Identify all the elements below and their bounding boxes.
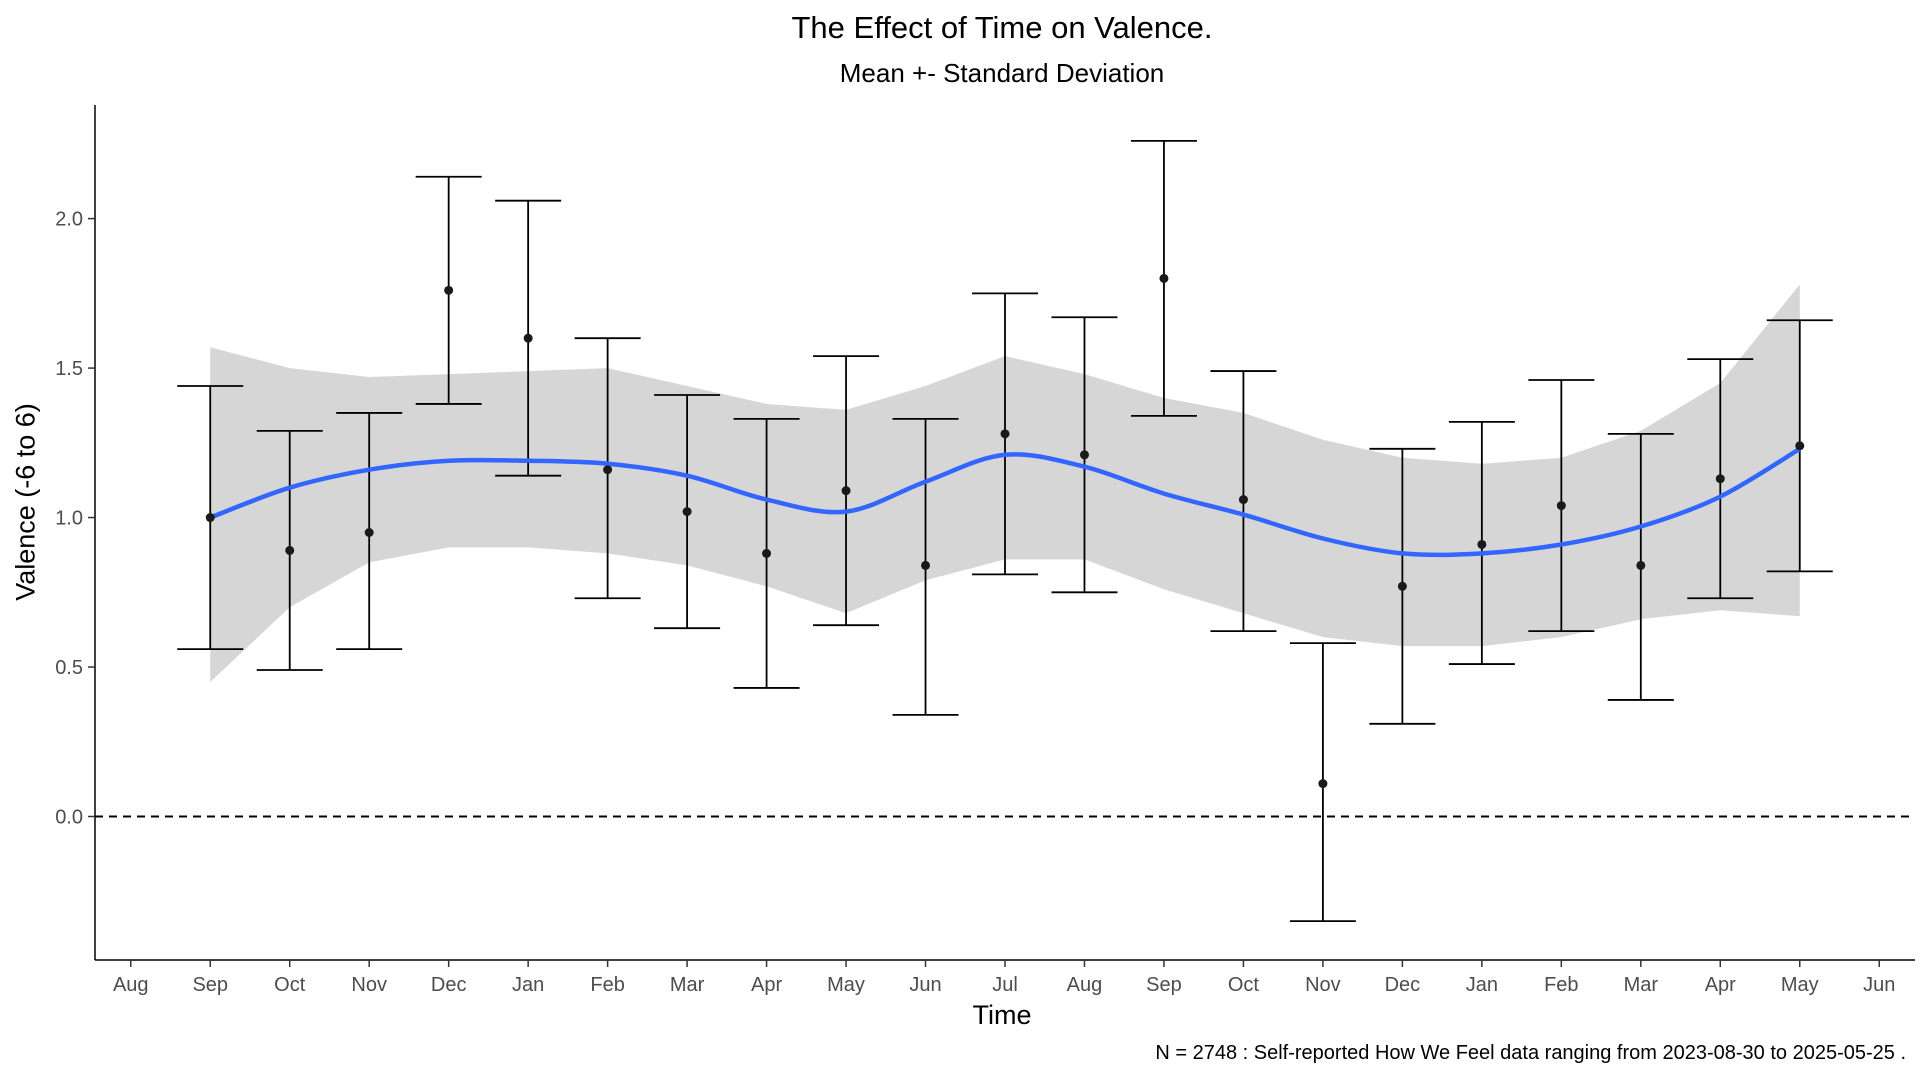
x-tick-label: Feb [1544, 974, 1578, 996]
x-tick-label: Jun [1863, 974, 1895, 996]
x-tick-label: Apr [751, 974, 782, 996]
x-tick-label: Feb [590, 974, 624, 996]
x-tick-label: Jul [992, 974, 1018, 996]
mean-point [603, 465, 613, 475]
mean-point [1795, 441, 1805, 451]
y-tick-label: 0.5 [55, 657, 83, 679]
x-axis-label: Time [972, 1000, 1032, 1030]
x-tick-label: Mar [1624, 974, 1659, 996]
x-tick-label: Aug [1067, 974, 1103, 996]
x-tick-label: Nov [351, 974, 387, 996]
y-tick-label: 1.0 [55, 508, 83, 530]
x-tick-label: Mar [670, 974, 705, 996]
mean-point [1000, 429, 1010, 439]
mean-point [762, 548, 772, 558]
mean-point [523, 333, 533, 343]
chart-caption: N = 2748 : Self-reported How We Feel dat… [1155, 1042, 1906, 1064]
x-tick-label: Sep [1146, 974, 1182, 996]
mean-point [1318, 779, 1328, 789]
mean-point [1159, 273, 1169, 283]
chart-title: The Effect of Time on Valence. [791, 10, 1213, 45]
x-tick-label: Dec [431, 974, 467, 996]
x-tick-label: Oct [1228, 974, 1260, 996]
x-tick-label: Apr [1705, 974, 1736, 996]
mean-point [285, 545, 295, 555]
trend-line [209, 446, 1801, 558]
chart-subtitle: Mean +- Standard Deviation [839, 58, 1165, 88]
x-tick-label: Aug [113, 974, 149, 996]
mean-point [1636, 560, 1646, 570]
x-tick-label: May [827, 974, 865, 996]
mean-point [682, 507, 692, 517]
x-tick-label: Jan [1466, 974, 1498, 996]
y-tick-label: 0.0 [55, 807, 83, 829]
mean-point [1397, 581, 1407, 591]
mean-point [1715, 474, 1725, 484]
y-tick-label: 2.0 [55, 209, 83, 231]
mean-point [1556, 501, 1566, 511]
x-tick-label: Dec [1385, 974, 1421, 996]
mean-point [1477, 539, 1487, 549]
mean-point [364, 528, 374, 537]
mean-point [205, 513, 215, 523]
mean-point [444, 285, 454, 295]
mean-point [1079, 450, 1089, 460]
x-tick-label: Sep [192, 974, 228, 996]
x-tick-label: Jan [512, 974, 544, 996]
x-tick-label: Jun [909, 974, 941, 996]
y-tick-label: 1.5 [55, 358, 83, 380]
x-tick-label: Nov [1305, 974, 1341, 996]
mean-point [1238, 495, 1248, 505]
x-tick-label: May [1781, 974, 1819, 996]
x-tick-label: Oct [274, 974, 306, 996]
mean-point [841, 486, 851, 496]
mean-point [921, 560, 931, 570]
